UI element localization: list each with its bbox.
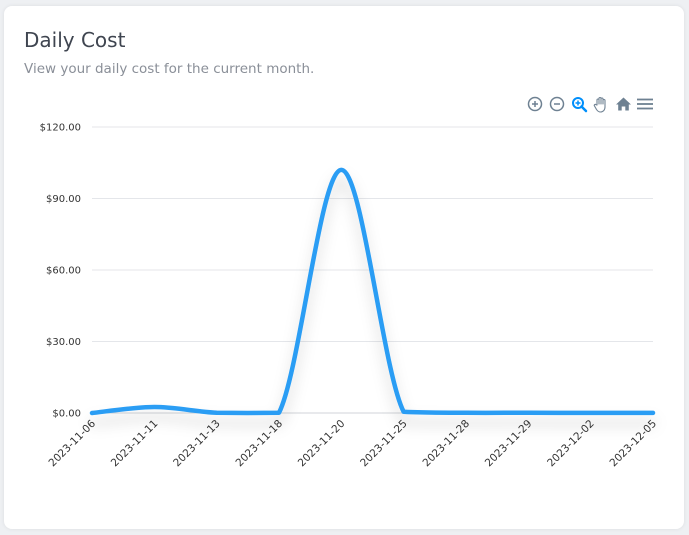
x-tick-label: 2023-11-18 <box>233 418 285 470</box>
pan-hand-icon[interactable] <box>591 94 611 114</box>
x-tick-label: 2023-11-13 <box>171 418 223 470</box>
x-tick-label: 2023-12-02 <box>545 418 597 470</box>
y-tick-label: $90.00 <box>46 194 81 205</box>
x-tick-label: 2023-11-29 <box>483 418 535 470</box>
card-title: Daily Cost <box>24 28 126 52</box>
x-tick-label: 2023-11-06 <box>46 417 98 469</box>
zoom-in-icon[interactable] <box>525 94 545 114</box>
menu-icon[interactable] <box>635 94 655 114</box>
daily-cost-card: Daily Cost View your daily cost for the … <box>4 6 684 529</box>
reset-home-icon[interactable] <box>613 94 633 114</box>
y-tick-label: $60.00 <box>46 266 81 277</box>
y-tick-label: $30.00 <box>46 337 81 348</box>
x-tick-label: 2023-11-25 <box>358 418 410 470</box>
x-tick-label: 2023-11-11 <box>109 418 161 470</box>
selection-zoom-icon[interactable] <box>569 94 589 114</box>
chart-toolbar <box>525 94 657 114</box>
zoom-out-icon[interactable] <box>547 94 567 114</box>
series-line <box>89 167 656 416</box>
x-tick-label: 2023-11-28 <box>420 418 472 470</box>
card-subtitle: View your daily cost for the current mon… <box>24 61 315 77</box>
x-tick-label: 2023-11-20 <box>296 418 348 470</box>
x-tick-label: 2023-12-05 <box>607 418 659 470</box>
y-tick-label: $0.00 <box>52 409 81 420</box>
y-tick-label: $120.00 <box>40 123 81 134</box>
